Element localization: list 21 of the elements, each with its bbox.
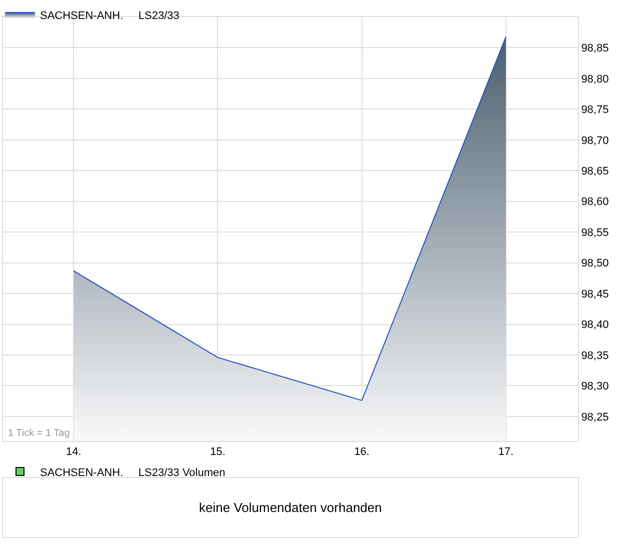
y-tick-label: 98,70 <box>581 134 609 147</box>
y-tick-label: 98,25 <box>581 411 609 424</box>
text: keine Volumendaten vorhanden <box>199 500 382 515</box>
x-tick-label: 17. <box>498 446 514 458</box>
y-tick-label: 98,60 <box>581 196 609 208</box>
y-tick-label: 98,75 <box>581 104 609 116</box>
x-tick-label: 15. <box>210 446 226 458</box>
y-tick-label: 98,30 <box>581 380 609 393</box>
annotation: 1 Tick = 1 Tag <box>8 428 70 439</box>
y-tick-label: 98,65 <box>581 165 609 178</box>
y-tick-label: 98,35 <box>581 350 609 362</box>
y-tick-label: 98,55 <box>581 226 609 239</box>
y-tick-label: 98,85 <box>581 42 609 55</box>
y-tick-label: 98,45 <box>581 288 609 300</box>
legend-label: SACHSEN-ANH. LS23/33 <box>40 10 180 22</box>
x-tick-label: 16. <box>354 446 370 458</box>
legend-label: SACHSEN-ANH. LS23/33 Volumen <box>40 466 226 479</box>
y-tick-label: 98,80 <box>581 73 609 86</box>
y-tick-label: 98,50 <box>581 258 609 270</box>
y-tick-label: 98,40 <box>581 319 609 332</box>
x-tick-label: 14. <box>66 446 82 458</box>
